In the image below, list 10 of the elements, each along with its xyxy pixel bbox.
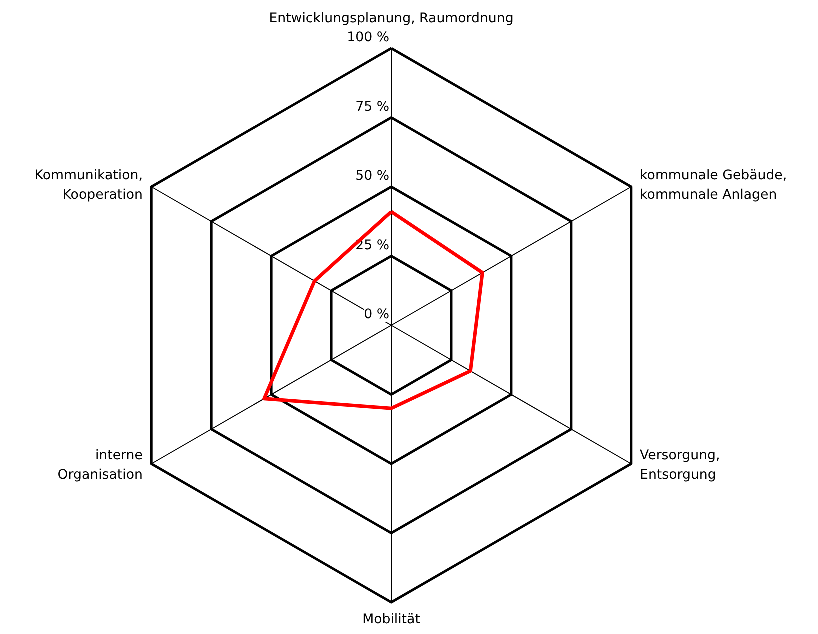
y-tick-label: 0 %: [364, 308, 390, 322]
spoke-label: Kommunikation, Kooperation: [34, 168, 143, 203]
spoke-label: Entwicklungsplanung, Raumordnung: [269, 12, 514, 26]
y-tick-label: 50 %: [356, 169, 390, 184]
spoke-label: Versorgung, Entsorgung: [640, 448, 720, 483]
spoke-label: kommunale Gebäude, kommunale Anlagen: [640, 168, 788, 203]
y-tick-label: 75 %: [356, 100, 390, 115]
spoke-label: Mobilität: [362, 612, 420, 628]
y-tick-label: 100 %: [347, 30, 390, 46]
spoke-label: interne Organisation: [58, 448, 143, 483]
